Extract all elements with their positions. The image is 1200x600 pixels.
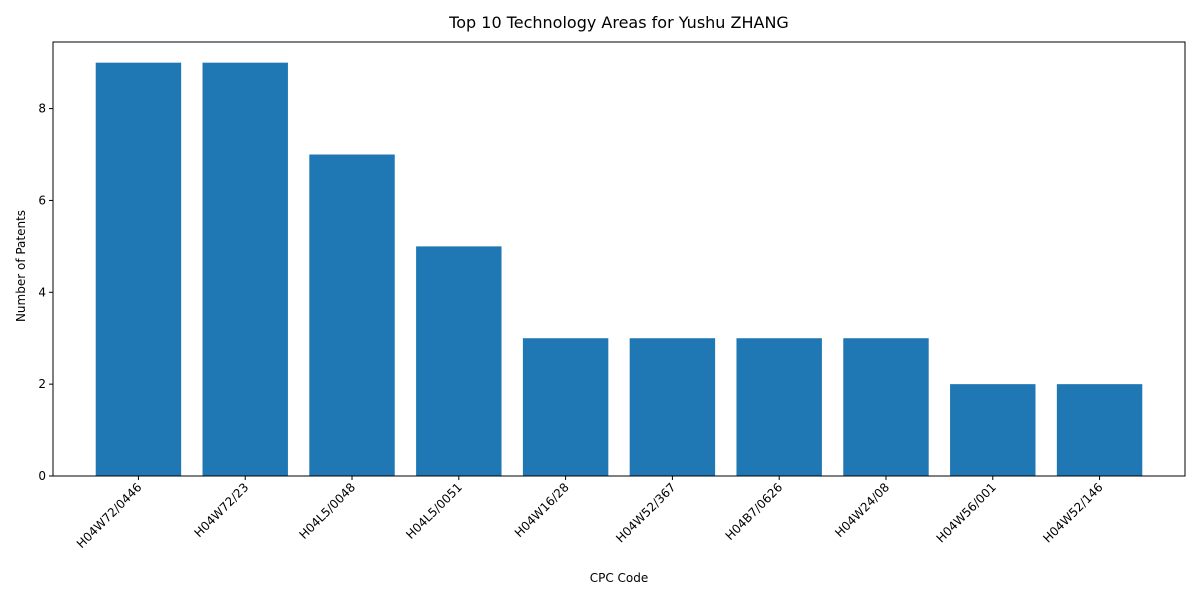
bar-H04W56/001 [950, 384, 1035, 476]
y-axis-ticks: 0 2 4 6 8 [38, 102, 53, 483]
x-tick-label: H04W72/0446 [74, 480, 145, 551]
bar-H04L5/0048 [309, 155, 394, 476]
y-tick-label: 6 [38, 193, 46, 207]
bar-H04W24/08 [843, 338, 928, 476]
x-axis-ticks: H04W72/0446 H04W72/23 H04L5/0048 H04L5/0051… [74, 476, 1106, 551]
x-tick-label: H04L5/0051 [403, 480, 465, 542]
x-tick-label: H04W24/08 [832, 480, 892, 540]
x-tick-label: H04W72/23 [191, 480, 251, 540]
bar-H04W72/23 [203, 63, 288, 476]
y-tick-label: 4 [38, 285, 46, 299]
y-axis-label: Number of Patents [14, 210, 28, 322]
y-tick-label: 8 [38, 102, 46, 116]
y-tick-label: 0 [38, 469, 46, 483]
bar-H04W72/0446 [96, 63, 181, 476]
chart-title: Top 10 Technology Areas for Yushu ZHANG [448, 13, 789, 32]
x-tick-label: H04W56/001 [934, 480, 999, 545]
x-axis-label: CPC Code [590, 571, 649, 585]
bar-H04B7/0626 [736, 338, 821, 476]
x-tick-label: H04W52/367 [613, 480, 678, 545]
y-tick-label: 2 [38, 377, 46, 391]
bar-H04L5/0051 [416, 246, 501, 476]
x-tick-label: H04W52/146 [1040, 480, 1105, 545]
x-tick-label: H04L5/0048 [296, 480, 358, 542]
x-tick-label: H04B7/0626 [723, 480, 786, 543]
bar-H04W52/367 [630, 338, 715, 476]
bars-group [96, 63, 1143, 476]
bar-H04W52/146 [1057, 384, 1142, 476]
x-tick-label: H04W16/28 [512, 480, 572, 540]
bar-H04W16/28 [523, 338, 608, 476]
